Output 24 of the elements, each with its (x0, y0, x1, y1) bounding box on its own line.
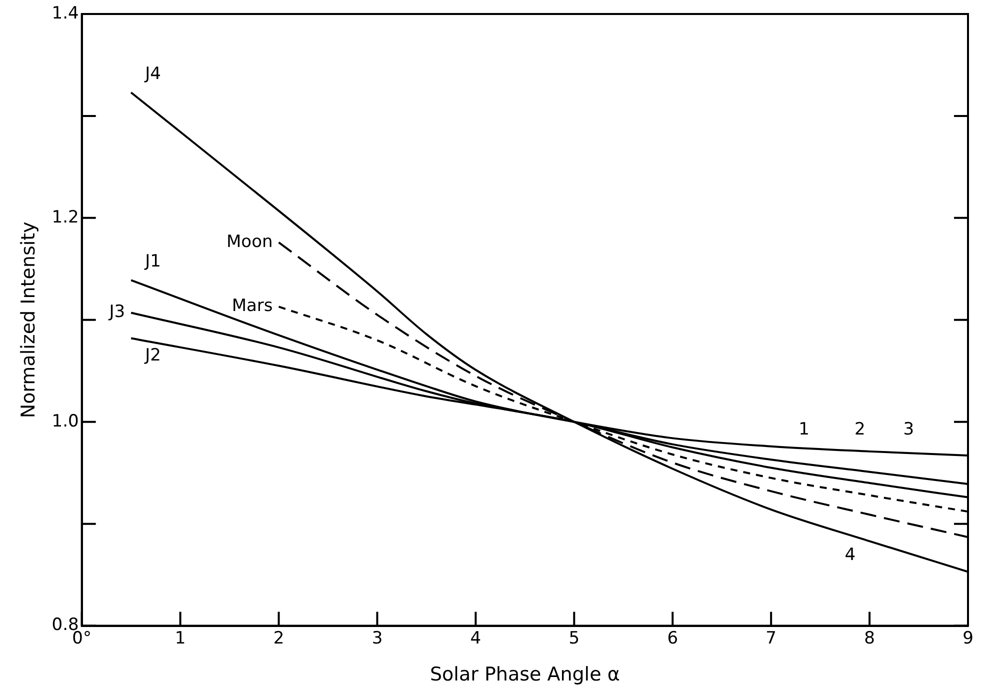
series-label: Moon (226, 232, 273, 252)
annotation: 1 (798, 419, 810, 440)
annotation: 2 (854, 419, 866, 440)
y-tick-label: 1.2 (52, 207, 79, 228)
x-tick-label: 9 (962, 628, 974, 648)
y-tick-label: 1.0 (52, 411, 79, 432)
x-tick-label: 2 (273, 628, 284, 648)
x-tick-label: 7 (766, 628, 776, 648)
series-label: J4 (144, 64, 161, 84)
series-label: Mars (232, 296, 273, 316)
y-axis-title: Normalized Intensity (17, 222, 40, 418)
x-tick-label: 5 (568, 628, 580, 648)
x-tick-label: 1 (174, 628, 186, 648)
x-axis-title: Solar Phase Angle α (430, 664, 620, 686)
y-tick-label: 1.4 (52, 3, 79, 24)
series-label: J1 (144, 252, 161, 272)
x-tick-label: 8 (864, 628, 875, 648)
x-tick-label: 4 (470, 628, 482, 648)
annotation: 4 (844, 544, 856, 565)
series-label: J2 (144, 346, 161, 366)
x-tick-label: 6 (667, 628, 678, 648)
series-label: J3 (108, 302, 126, 322)
annotation: 3 (903, 419, 914, 440)
x-tick-label: 3 (372, 628, 383, 648)
